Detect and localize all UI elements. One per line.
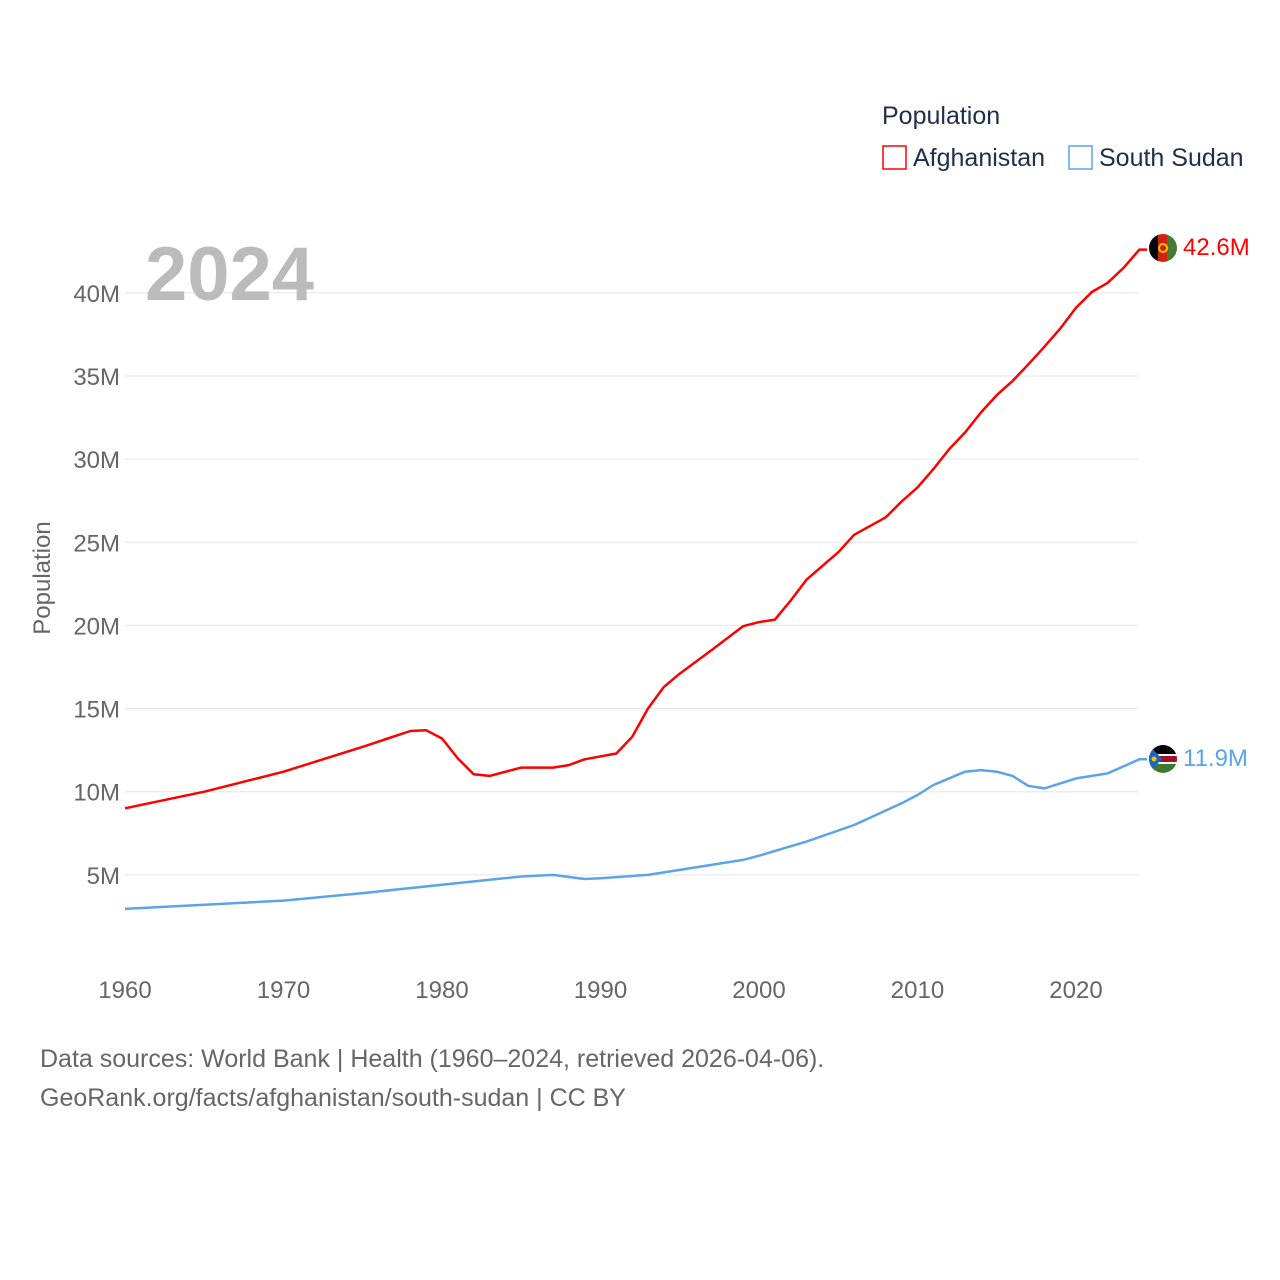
x-tick-label: 1970 <box>257 977 310 1004</box>
year-watermark: 2024 <box>145 232 314 317</box>
x-tick-label: 2020 <box>1049 977 1102 1004</box>
legend-label: South Sudan <box>1099 144 1244 172</box>
x-tick-label: 2000 <box>732 977 785 1004</box>
y-tick-label: 5M <box>87 863 120 890</box>
x-tick-label: 1980 <box>415 977 468 1004</box>
series-line-afghanistan <box>124 248 1147 810</box>
y-tick-label: 15M <box>73 697 120 724</box>
x-tick-label: 2010 <box>891 977 944 1004</box>
series-line-south-sudan <box>124 758 1147 911</box>
y-tick-label: 35M <box>73 364 120 391</box>
y-tick-label: 10M <box>73 780 120 807</box>
south-sudan-flag-icon <box>1149 745 1177 773</box>
x-tick-label: 1960 <box>98 977 151 1004</box>
y-axis-label: Population <box>29 521 56 634</box>
afghanistan-end-label: 42.6M <box>1183 234 1250 261</box>
afghanistan-flag-icon <box>1149 234 1177 262</box>
y-tick-label: 30M <box>73 447 120 474</box>
legend-swatch <box>1068 145 1093 170</box>
legend-item-afghanistan[interactable]: Afghanistan <box>882 144 1045 172</box>
legend-swatch <box>882 145 907 170</box>
y-tick-label: 20M <box>73 613 120 640</box>
y-tick-label: 25M <box>73 530 120 557</box>
legend-title: Population <box>882 102 1000 130</box>
source-text: Data sources: World Bank | Health (1960–… <box>40 1045 825 1073</box>
south-sudan-end-label: 11.9M <box>1183 745 1248 772</box>
source-link[interactable]: GeoRank.org/facts/afghanistan/south-suda… <box>40 1084 626 1112</box>
legend-label: Afghanistan <box>913 144 1045 172</box>
x-tick-label: 1990 <box>574 977 627 1004</box>
y-tick-label: 40M <box>73 281 120 308</box>
legend-item-south-sudan[interactable]: South Sudan <box>1068 144 1244 172</box>
